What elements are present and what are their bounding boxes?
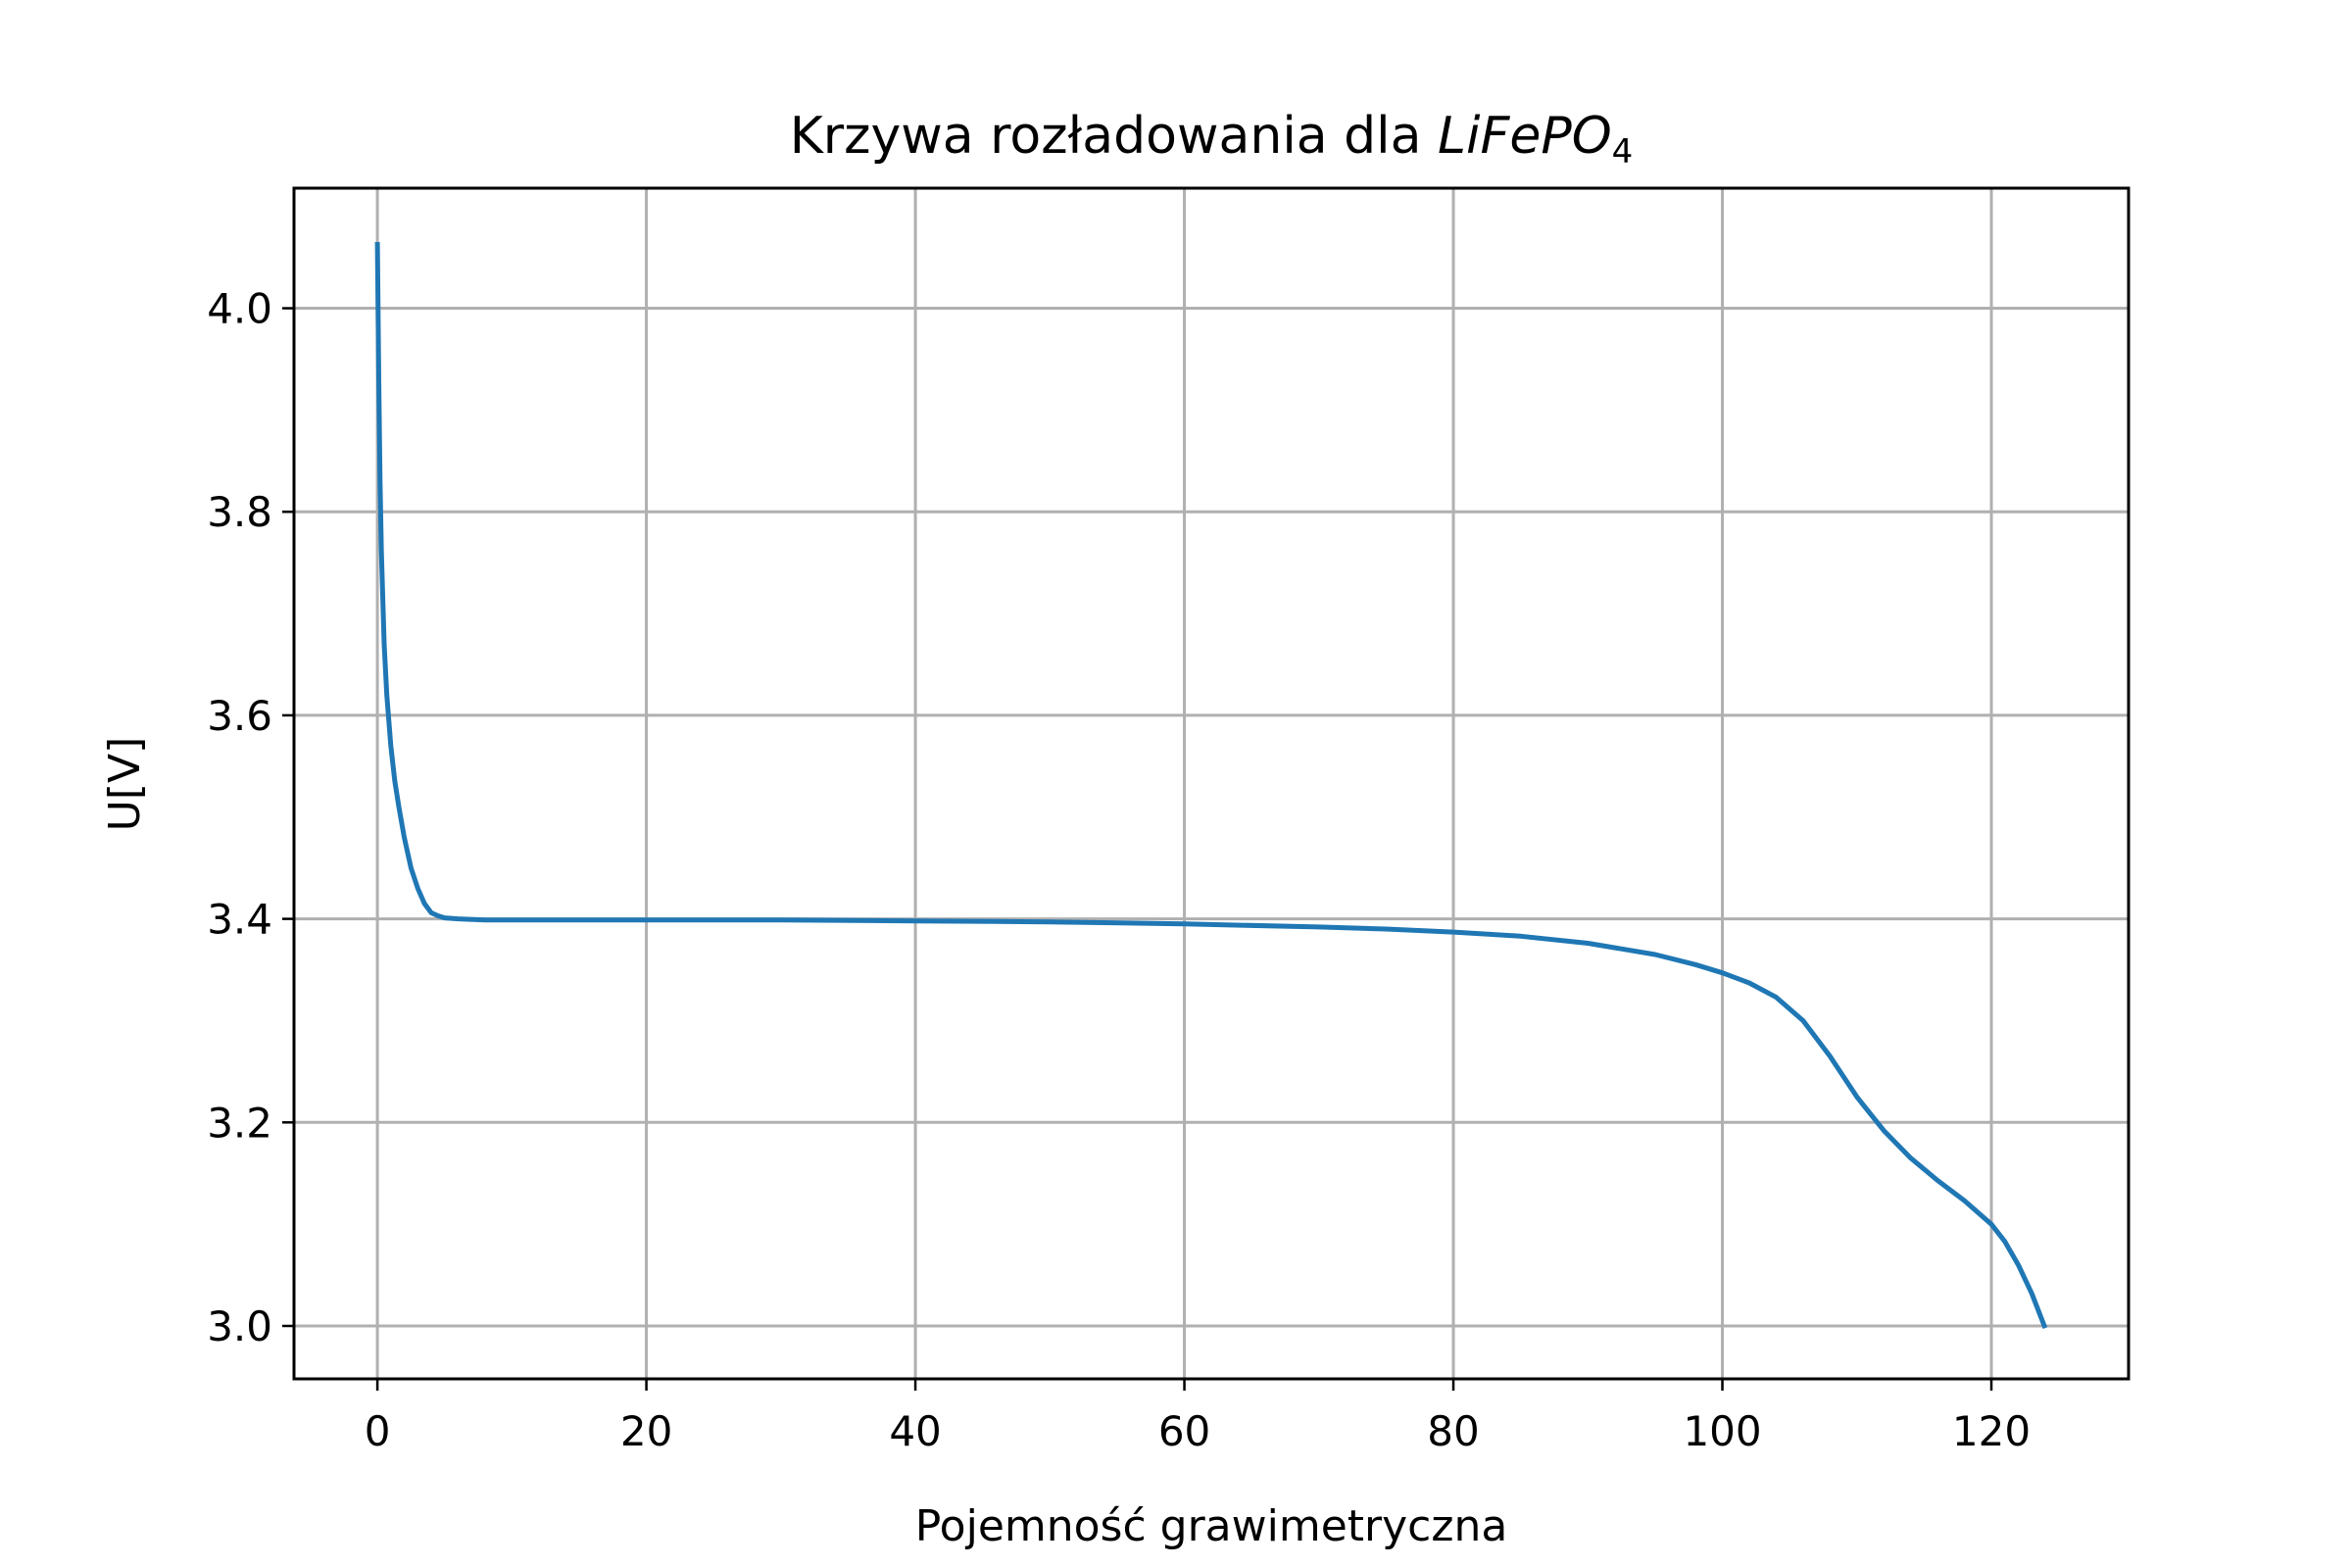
y-axis-label: U[V] <box>100 737 150 832</box>
grid <box>294 188 2129 1379</box>
y-tick-label-2: 3.4 <box>207 896 272 944</box>
y-tick-label-4: 3.8 <box>207 488 272 536</box>
y-tick-label-5: 4.0 <box>207 285 272 333</box>
x-tick-label-6: 120 <box>1952 1407 2031 1455</box>
x-tick-label-4: 80 <box>1427 1407 1479 1455</box>
y-tick-label-0: 3.0 <box>207 1302 272 1350</box>
axes-frame <box>292 186 2131 1381</box>
chart-title-prefix: Krzywa rozładowania dla <box>790 107 1438 166</box>
x-tick-label-3: 60 <box>1158 1407 1210 1455</box>
x-tick-label-1: 20 <box>620 1407 672 1455</box>
y-tick-label-3: 3.6 <box>207 692 272 740</box>
x-tick-label-0: 0 <box>365 1407 391 1455</box>
x-axis-label: Pojemność grawimetryczna <box>915 1501 1508 1551</box>
y-tick-label-1: 3.2 <box>207 1099 272 1147</box>
x-tick-label-5: 100 <box>1683 1407 1761 1455</box>
ticks: 0 20 40 60 80 100 120 3.0 3.2 3.4 3.6 3.8 4.0 <box>207 285 2031 1455</box>
x-tick-label-2: 40 <box>889 1407 941 1455</box>
chart-title: Krzywa rozładowania dla LiFePO4 <box>790 107 1634 172</box>
chart-title-formula-subscript: 4 <box>1612 132 1634 172</box>
series-line-0 <box>374 241 2048 1330</box>
series-layer <box>374 241 2048 1330</box>
chart-title-formula: LiFePO <box>1438 107 1612 166</box>
